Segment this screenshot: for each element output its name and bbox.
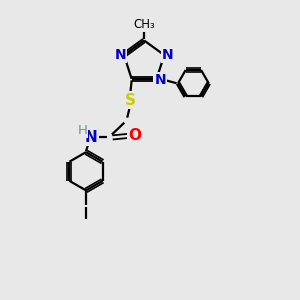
Text: N: N: [154, 73, 166, 87]
Text: H: H: [77, 124, 87, 137]
Text: N: N: [115, 48, 126, 62]
Text: CH₃: CH₃: [133, 18, 155, 31]
Text: S: S: [125, 92, 136, 107]
Text: O: O: [129, 128, 142, 143]
Text: N: N: [162, 48, 174, 62]
Text: N: N: [85, 130, 98, 145]
